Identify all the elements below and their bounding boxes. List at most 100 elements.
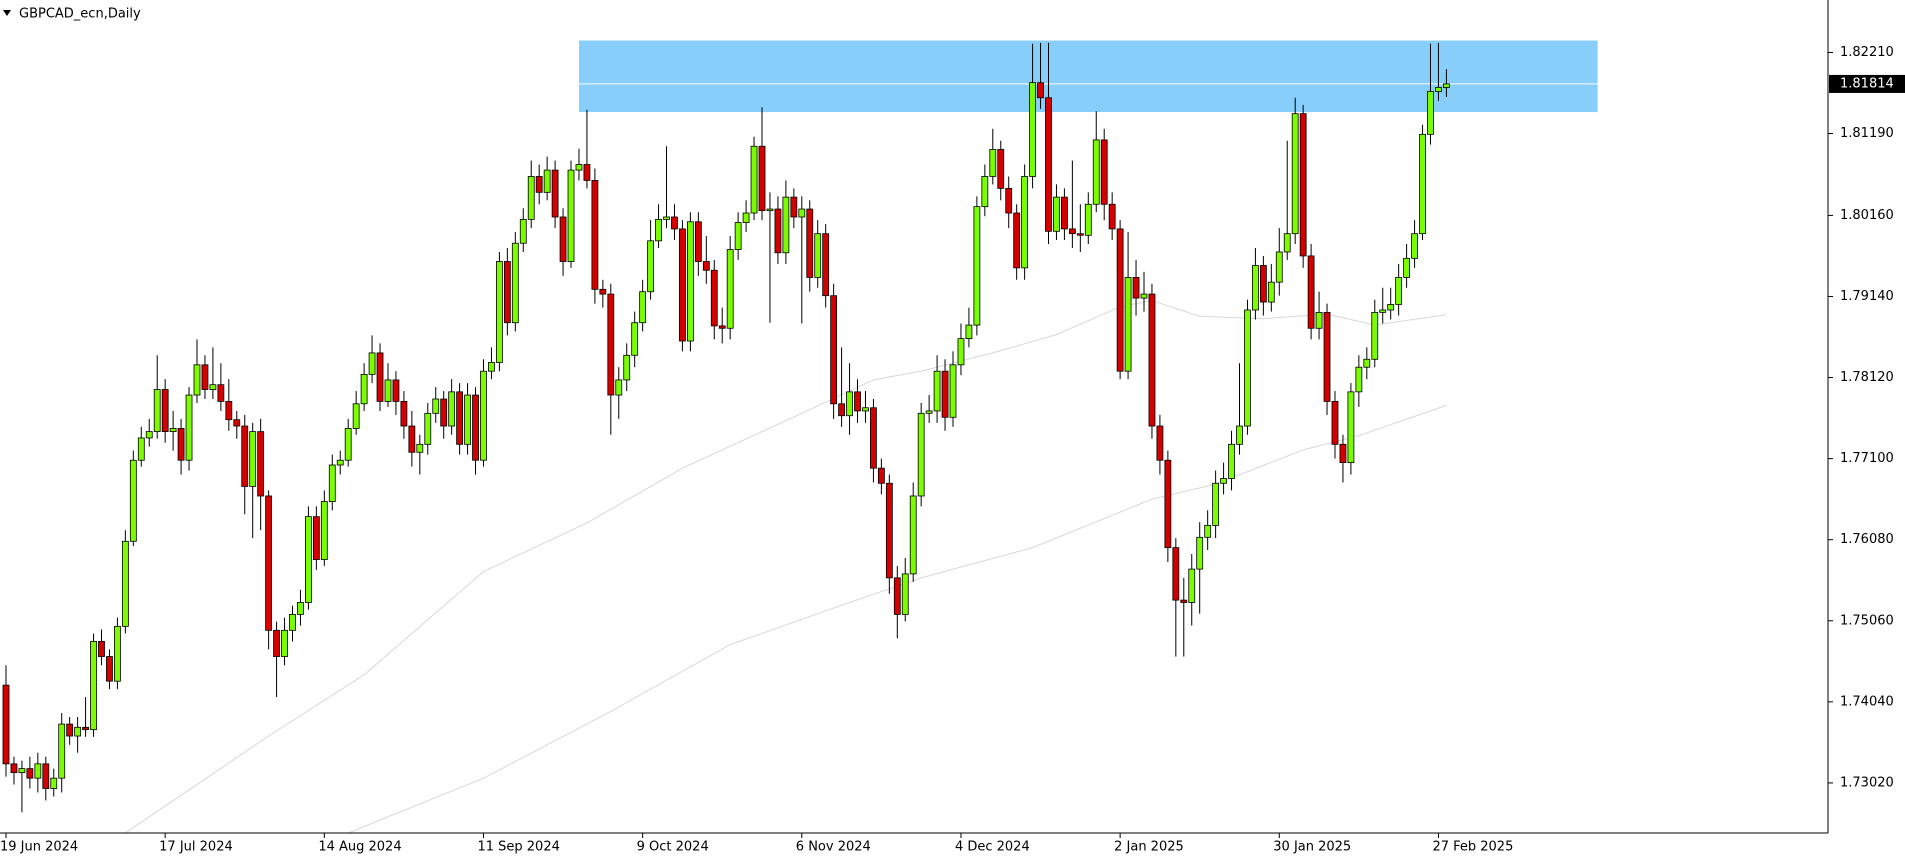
- candle-body: [535, 176, 543, 193]
- candle-body: [82, 726, 89, 731]
- candle-body: [965, 324, 973, 340]
- candle-body: [1124, 277, 1132, 372]
- candle-body: [583, 164, 591, 181]
- candle-body: [774, 208, 782, 254]
- candle-body: [989, 149, 997, 177]
- candle-body: [1395, 277, 1403, 305]
- candle-body: [1068, 228, 1076, 235]
- candle-body: [543, 169, 551, 193]
- candle-body: [567, 169, 575, 262]
- candle-body: [591, 180, 599, 290]
- candle-body: [671, 216, 678, 230]
- candle-body: [241, 425, 249, 487]
- candle-body: [121, 540, 129, 627]
- candle-body: [949, 364, 957, 418]
- candle-body: [233, 419, 241, 427]
- candle-body: [90, 641, 97, 731]
- candle-body: [376, 352, 384, 402]
- plot-area: [0, 40, 1828, 834]
- candle-body: [281, 629, 288, 657]
- candle-body: [74, 726, 82, 737]
- candle-body: [26, 768, 34, 779]
- candle-body: [1092, 139, 1100, 205]
- candle-body: [1140, 293, 1148, 299]
- candle-body: [58, 723, 66, 779]
- candle-body: [694, 221, 702, 262]
- candle-body: [432, 398, 440, 414]
- candle-body: [217, 384, 225, 402]
- candle-body: [862, 407, 869, 412]
- menu-triangle[interactable]: [3, 10, 11, 16]
- candle-body: [137, 437, 145, 461]
- candle-body: [50, 777, 58, 789]
- candle-body: [830, 295, 838, 405]
- candle-body: [1403, 257, 1411, 278]
- candle-body: [846, 391, 853, 417]
- candle-body: [1132, 277, 1140, 299]
- candle-body: [559, 216, 567, 262]
- candle-body: [750, 145, 758, 214]
- candle-body: [1021, 176, 1029, 269]
- candle-body: [1156, 425, 1164, 461]
- candle-body: [320, 501, 328, 560]
- candle-body: [1291, 113, 1299, 235]
- candle-body: [18, 768, 26, 773]
- candle-body: [1045, 97, 1052, 232]
- candle-body: [1331, 400, 1339, 445]
- candle-body: [885, 482, 893, 579]
- candle-body: [201, 364, 209, 390]
- candle-body: [1275, 251, 1283, 283]
- candle-body: [169, 428, 177, 433]
- candle-body: [1299, 113, 1307, 257]
- y-tick-label: 1.80160: [1840, 208, 1894, 223]
- moving-average: [348, 404, 1447, 834]
- candle-body: [702, 261, 710, 271]
- candle-body: [249, 431, 257, 487]
- candle-body: [710, 269, 718, 327]
- candle-body: [1267, 281, 1275, 303]
- candle-body: [209, 384, 217, 390]
- candle-body: [34, 763, 42, 779]
- candle-body: [1013, 212, 1021, 269]
- candle-body: [1148, 293, 1156, 427]
- candle-body: [1180, 599, 1188, 603]
- candle-body: [893, 577, 901, 615]
- candle-body: [368, 352, 376, 375]
- candle-body: [480, 370, 487, 461]
- candle-body: [519, 218, 527, 244]
- x-tick-label: 4 Dec 2024: [955, 840, 1030, 855]
- candle-body: [806, 208, 814, 278]
- candle-body: [1212, 482, 1220, 526]
- candle-body: [297, 602, 304, 615]
- candle-body: [838, 403, 845, 417]
- candle-body: [1315, 311, 1323, 329]
- candle-body: [10, 763, 18, 773]
- candle-body: [623, 354, 631, 381]
- y-tick-label: 1.82210: [1840, 45, 1894, 60]
- x-tick-label: 27 Feb 2025: [1432, 840, 1513, 855]
- price-label: 1.81814: [1840, 76, 1894, 91]
- candle-body: [1029, 82, 1036, 177]
- candle-body: [1204, 524, 1212, 538]
- candle-body: [877, 467, 885, 484]
- candle-body: [663, 216, 670, 220]
- candle-body: [98, 641, 105, 657]
- candle-body: [1355, 366, 1363, 393]
- candle-body: [1363, 358, 1371, 368]
- candle-body: [734, 222, 742, 250]
- candle-body: [312, 516, 320, 560]
- y-tick-label: 1.73020: [1840, 775, 1894, 790]
- candle-body: [822, 233, 830, 297]
- candle-body: [973, 206, 981, 326]
- x-tick-label: 30 Jan 2025: [1273, 840, 1351, 855]
- candle-body: [1172, 547, 1180, 601]
- candle-body: [1323, 311, 1331, 402]
- candle-body: [551, 169, 559, 218]
- candle-body: [655, 218, 662, 242]
- candle-body: [503, 261, 511, 324]
- x-tick-label: 9 Oct 2024: [637, 840, 709, 855]
- candle-body: [599, 288, 607, 295]
- candle-body: [1387, 304, 1395, 311]
- candle-body: [1108, 203, 1116, 230]
- candle-body: [790, 196, 798, 218]
